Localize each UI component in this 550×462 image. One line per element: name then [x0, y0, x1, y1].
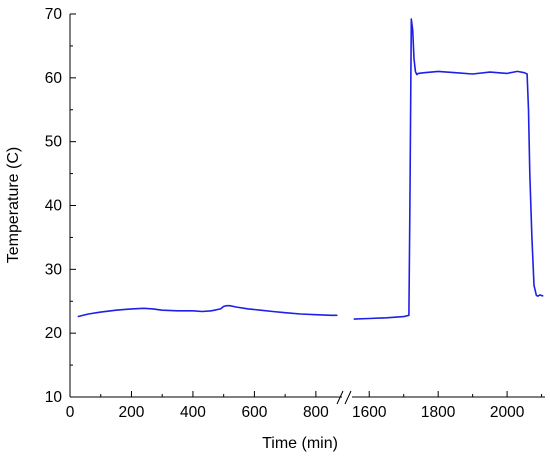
plot-frame [69, 14, 545, 405]
x-tick-label: 600 [241, 404, 267, 421]
y-tick-label: 20 [45, 325, 63, 342]
y-tick-label: 60 [45, 70, 63, 87]
axis-break-mark-1 [336, 390, 344, 405]
x-tick-label: 1600 [352, 404, 387, 421]
x-tick-label: 800 [303, 404, 329, 421]
x-tick-label: 1800 [421, 404, 456, 421]
y-tick-label: 30 [45, 261, 63, 278]
y-tick-label: 40 [45, 198, 63, 215]
y-ticks: 10 20 30 40 50 60 70 [45, 6, 76, 406]
x-tick-label: 2000 [490, 404, 525, 421]
x-tick-label: 200 [119, 404, 145, 421]
y-tick-label: 70 [45, 6, 63, 23]
series-layer [77, 18, 544, 320]
axis-break-mark-2 [344, 390, 352, 405]
y-tick-label: 50 [45, 134, 63, 151]
temperature-line-segment-1 [77, 304, 338, 318]
temperature-line-segment-2 [353, 18, 544, 320]
x-ticks: 0 200 400 600 800 1600 1800 2000 [66, 391, 543, 421]
x-axis-label: Time (min) [262, 435, 338, 452]
y-axis-label: Temperature (C) [5, 147, 22, 263]
x-tick-label: 400 [180, 404, 206, 421]
y-tick-label: 10 [45, 389, 63, 406]
x-tick-label: 0 [66, 404, 75, 421]
